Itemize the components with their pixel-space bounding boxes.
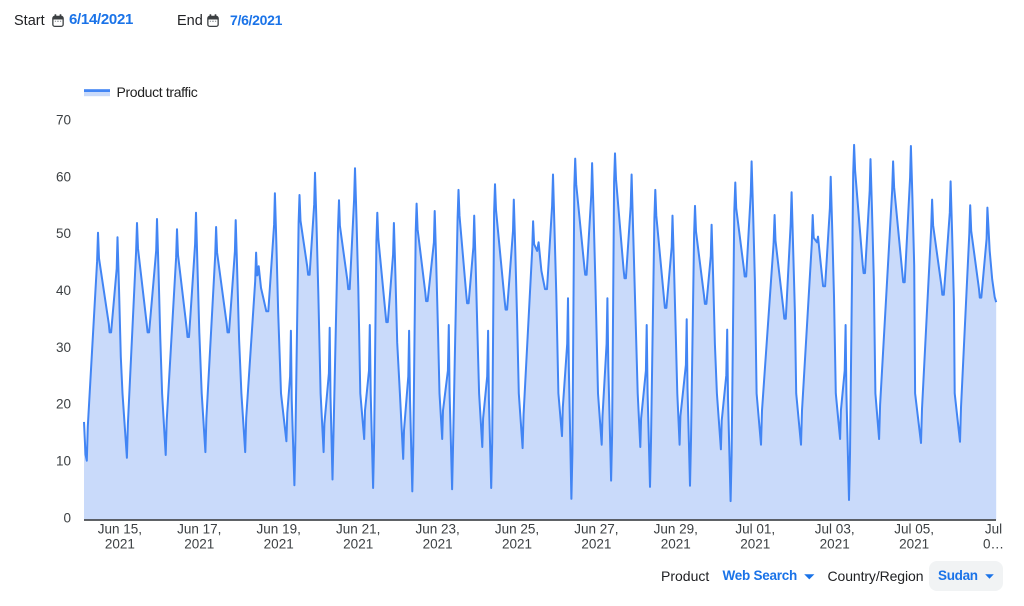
svg-text:Jun 15,: Jun 15, [98,522,142,537]
svg-text:Jun 27,: Jun 27, [574,522,618,537]
svg-text:20: 20 [56,397,71,412]
svg-text:2021: 2021 [184,537,214,552]
svg-text:2021: 2021 [423,537,453,552]
svg-text:2021: 2021 [581,537,611,552]
svg-text:2021: 2021 [820,537,850,552]
svg-text:60: 60 [56,169,71,184]
svg-text:2021: 2021 [502,537,532,552]
svg-text:Jun 25,: Jun 25, [495,522,539,537]
svg-text:2021: 2021 [105,537,135,552]
svg-text:30: 30 [56,340,71,355]
svg-text:Jul: Jul [985,522,1002,537]
svg-text:70: 70 [56,113,71,128]
svg-text:2021: 2021 [899,537,929,552]
svg-text:2021: 2021 [343,537,373,552]
svg-text:40: 40 [56,283,71,298]
svg-text:Jun 29,: Jun 29, [654,522,698,537]
svg-text:Jul 01,: Jul 01, [735,522,775,537]
svg-text:2021: 2021 [661,537,691,552]
svg-text:2021: 2021 [740,537,770,552]
svg-text:Jun 19,: Jun 19, [257,522,301,537]
svg-text:0…: 0… [983,537,1004,552]
svg-text:Jul 05,: Jul 05, [894,522,934,537]
svg-text:50: 50 [56,226,71,241]
svg-text:Jun 17,: Jun 17, [177,522,221,537]
svg-text:Jun 23,: Jun 23, [415,522,459,537]
svg-text:10: 10 [56,454,71,469]
svg-text:2021: 2021 [264,537,294,552]
svg-text:Jul 03,: Jul 03, [815,522,855,537]
svg-text:0: 0 [63,510,71,525]
svg-text:Jun 21,: Jun 21, [336,522,380,537]
